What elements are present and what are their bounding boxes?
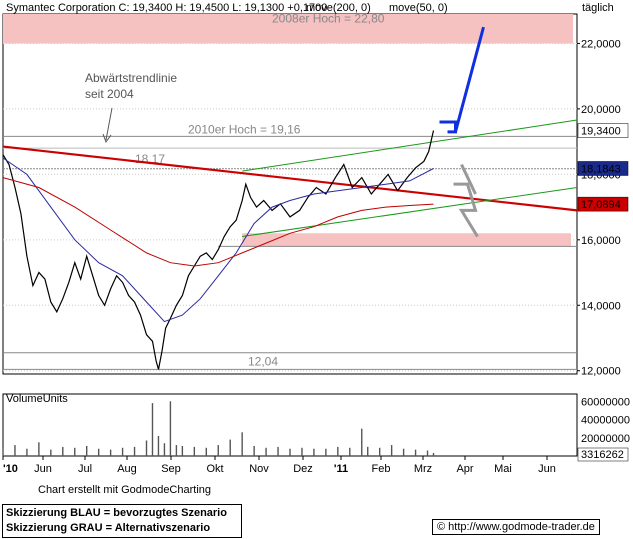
legend-grey: Skizzierung GRAU = Alternativszenario [6, 522, 211, 534]
volume-title: VolumeUnits [6, 393, 68, 405]
x-tick-label: Okt [206, 463, 223, 475]
x-tick-label: Jun [34, 463, 52, 475]
annotation-trendline-since: seit 2004 [85, 87, 134, 101]
ma50-line [2, 157, 434, 323]
price-line [2, 130, 435, 370]
price-label-text: 17,0894 [581, 199, 621, 211]
volume-tick-label: 60000000 [581, 396, 630, 408]
copyright-icon: © [437, 521, 446, 533]
y-tick-label: 16,0000 [581, 235, 621, 247]
x-tick-label: '10 [3, 463, 18, 475]
x-tick-label: Jun [538, 463, 556, 475]
x-tick-label: Dez [293, 463, 313, 475]
y-tick-label: 22,0000 [581, 38, 621, 50]
x-tick-label: '11 [334, 463, 348, 475]
volume-last-label: 3316262 [581, 449, 624, 461]
y-tick-label: 20,0000 [581, 104, 621, 116]
blue-scenario [439, 26, 485, 134]
timeframe-label: täglich [582, 2, 614, 14]
x-tick-label: Mai [494, 463, 512, 475]
support-zone [242, 233, 571, 247]
trendline-arrow [105, 107, 113, 141]
volume-last-box [577, 447, 629, 462]
channel-upper [242, 119, 578, 172]
annotation-trendline: Abwärtstrendlinie [85, 71, 177, 85]
grey-scenario [453, 163, 479, 238]
volume-tick-label: 20000000 [581, 433, 630, 445]
y-tick-label: 12,0000 [581, 366, 621, 378]
legend-blue: Skizzierung BLAU = bevorzugtes Szenario [6, 507, 227, 519]
x-tick-label: Sep [161, 463, 181, 475]
price-panel-frame [2, 13, 578, 375]
x-tick-label: Jul [78, 463, 92, 475]
price-label-text: 19,3400 [581, 126, 621, 138]
price-label-box [577, 123, 629, 138]
price-label-box [577, 161, 629, 176]
x-tick-label: Nov [249, 463, 269, 475]
volume-tick-label: 40000000 [581, 415, 630, 427]
annotation-2010-high: 2010er Hoch = 19,16 [188, 122, 301, 136]
resistance-band [3, 14, 573, 44]
price-label-box [577, 196, 629, 212]
downtrend-line [2, 145, 578, 212]
x-tick-label: Aug [117, 463, 137, 475]
chart-credit: Chart erstellt mit GodmodeCharting [38, 484, 212, 496]
legend-box: Skizzierung BLAU = bevorzugtes Szenario … [2, 504, 242, 538]
x-tick-label: Mrz [414, 463, 432, 475]
annotation-2008-high: 2008er Hoch = 22,80 [272, 11, 385, 25]
price-label-text: 18,1843 [581, 163, 621, 175]
ma200-line [2, 177, 434, 267]
x-tick-label: Apr [456, 463, 473, 475]
x-tick-label: Feb [372, 463, 391, 475]
y-tick-label: 14,0000 [581, 300, 621, 312]
ma50-label: move(50, 0) [389, 2, 448, 14]
site-url[interactable]: http://www.godmode-trader.de [448, 521, 595, 533]
header-title: Symantec Corporation C: 19,3400 H: 19,45… [6, 2, 327, 14]
channel-lower [242, 186, 578, 238]
volume-panel-frame [2, 393, 578, 457]
annotation-12-04: 12,04 [248, 354, 278, 368]
trendline-arrowhead [102, 133, 112, 144]
url-box[interactable]: © http://www.godmode-trader.de [432, 519, 600, 535]
ma200-label: move(200, 0) [306, 2, 371, 14]
